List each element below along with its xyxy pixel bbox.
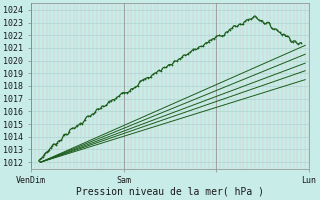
X-axis label: Pression niveau de la mer( hPa ): Pression niveau de la mer( hPa ): [76, 187, 264, 197]
